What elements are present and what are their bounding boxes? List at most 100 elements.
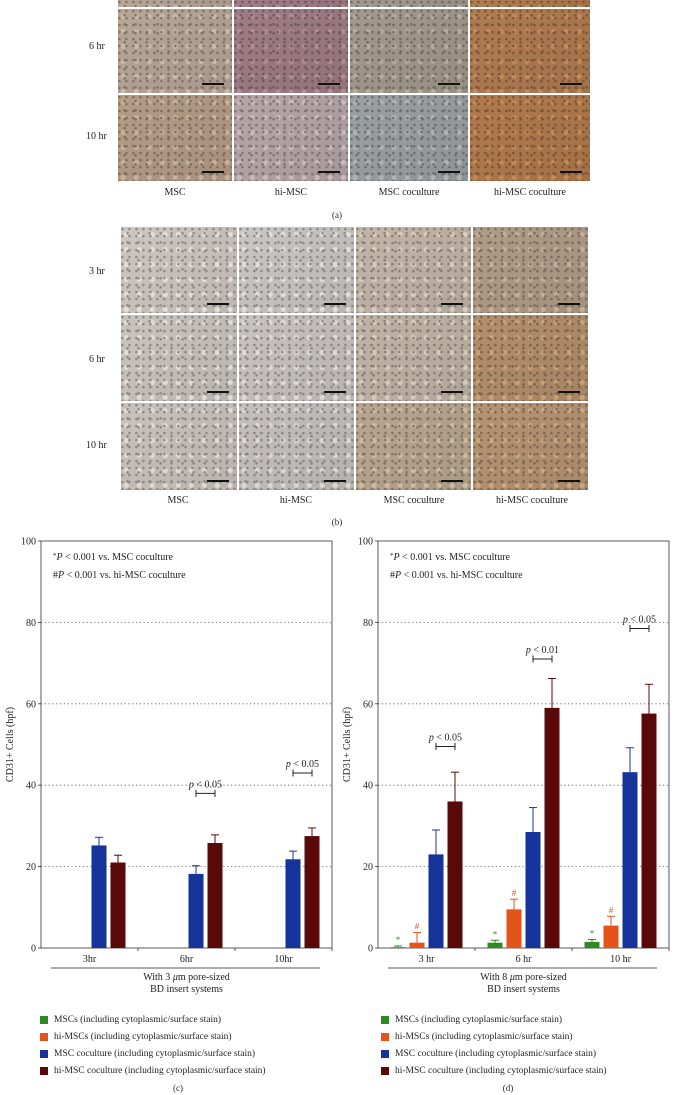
legend-item: MSC coculture (including cytoplasmic/sur… xyxy=(381,1045,607,1062)
micrograph-b-r1-c3 xyxy=(356,227,471,313)
panel-d-label: (d) xyxy=(502,1083,514,1093)
scale-bar xyxy=(318,171,340,173)
legend-label: MSC coculture (including cytoplasmic/sur… xyxy=(395,1048,597,1059)
y-tick-label: 80 xyxy=(363,618,373,629)
micrograph-b-r2-c4 xyxy=(473,315,588,401)
x-tick-label: 3hr xyxy=(83,954,97,965)
bar xyxy=(390,947,406,948)
micrograph-b-r2-c2 xyxy=(239,315,354,401)
x-tick-label: 6 hr xyxy=(516,954,533,965)
scale-bar xyxy=(324,391,346,393)
scale-bar xyxy=(324,480,346,482)
micrograph-b-r3-c4 xyxy=(473,403,588,490)
y-tick-label: 0 xyxy=(368,944,373,955)
scale-bar xyxy=(560,171,582,173)
panel-a-row-label-6hr: 6 hr xyxy=(89,41,105,52)
stat-note: #P < 0.001 vs. hi-MSC coculture xyxy=(53,570,186,581)
micrograph-b-r1-c4 xyxy=(473,227,588,313)
legend-item: MSC coculture (including cytoplasmic/sur… xyxy=(40,1045,266,1062)
p-value-label: p < 0.05 xyxy=(285,759,319,770)
micrograph-b-r2-c1 xyxy=(121,315,237,401)
x-tick-label: 3 hr xyxy=(419,954,436,965)
bar xyxy=(525,832,541,948)
bar xyxy=(544,707,560,948)
significance-marker: # xyxy=(512,888,517,898)
scale-bar xyxy=(558,391,580,393)
y-tick-label: 20 xyxy=(363,862,373,873)
x-tick-label: 10 hr xyxy=(610,954,632,965)
micrograph-b-r3-c1 xyxy=(121,403,237,490)
bar xyxy=(506,909,522,948)
panel-c-label: (c) xyxy=(173,1083,183,1093)
panel-a-label: (a) xyxy=(332,210,342,220)
scale-bar xyxy=(441,391,463,393)
x-tick-label: 6hr xyxy=(180,954,194,965)
bar-chart-d: 0 20 40 60 80 100 CD31+ Cells (hpf) * # * # * # p < 0… xyxy=(342,537,670,995)
plot-frame xyxy=(40,540,333,949)
scale-bar xyxy=(438,171,460,173)
panel-b-label: (b) xyxy=(331,517,343,527)
legend-item: MSCs (including cytoplasmic/surface stai… xyxy=(40,1011,266,1028)
micrograph-b-r3-c3 xyxy=(356,403,471,490)
panel-b-row-label-10hr: 10 hr xyxy=(86,440,107,451)
legend-swatch xyxy=(381,1032,389,1041)
bar xyxy=(603,925,619,948)
legend-swatch xyxy=(40,1066,48,1075)
x-tick-label: 10hr xyxy=(274,954,293,965)
panel-b-col-label-msc-coculture: MSC coculture xyxy=(383,495,445,506)
p-value-label: p < 0.01 xyxy=(525,645,559,656)
bar xyxy=(207,842,223,948)
legend-label: hi-MSC coculture (including cytoplasmic/… xyxy=(395,1065,607,1076)
legend-swatch xyxy=(381,1049,389,1058)
panel-b-col-label-hi-msc-coculture: hi-MSC coculture xyxy=(496,495,568,506)
bar xyxy=(428,854,444,948)
y-tick-label: 60 xyxy=(26,699,36,710)
micrograph-a-r1-c4 xyxy=(470,9,590,93)
micrograph-a-strip-top-2 xyxy=(234,0,348,7)
micrograph-a-strip-top-1 xyxy=(118,0,232,7)
micrograph-b-r1-c2 xyxy=(239,227,354,313)
micrograph-a-r2-c2 xyxy=(234,95,348,181)
legend-label: hi-MSCs (including cytoplasmic/surface s… xyxy=(395,1031,573,1042)
stat-note: #P < 0.001 vs. hi-MSC coculture xyxy=(390,570,523,581)
panel-b-col-label-hi-msc: hi-MSC xyxy=(279,495,313,506)
legend-d: MSCs (including cytoplasmic/surface stai… xyxy=(381,1011,607,1079)
legend-item: hi-MSCs (including cytoplasmic/surface s… xyxy=(381,1028,607,1045)
legend-item: MSCs (including cytoplasmic/surface stai… xyxy=(381,1011,607,1028)
x-axis-label: BD insert systems xyxy=(150,984,223,995)
bar xyxy=(622,772,638,948)
legend-label: hi-MSCs (including cytoplasmic/surface s… xyxy=(54,1031,232,1042)
scale-bar xyxy=(207,303,229,305)
bar xyxy=(304,836,320,948)
legend-item: hi-MSCs (including cytoplasmic/surface s… xyxy=(40,1028,266,1045)
panel-a-row-label-10hr: 10 hr xyxy=(86,131,107,142)
legend-label: MSCs (including cytoplasmic/surface stai… xyxy=(395,1014,563,1025)
bar xyxy=(584,941,600,948)
panel-b-col-label-msc: MSC xyxy=(167,495,189,506)
y-axis-label: CD31+ Cells (hpf) xyxy=(342,707,353,782)
micrograph-a-strip-top-3 xyxy=(350,0,468,7)
y-tick-label: 0 xyxy=(31,944,36,955)
y-tick-label: 40 xyxy=(363,781,373,792)
significance-marker: * xyxy=(396,935,401,945)
significance-marker: # xyxy=(609,905,614,915)
panel-b-row-label-3hr: 3 hr xyxy=(89,266,105,277)
significance-marker: * xyxy=(590,928,595,938)
legend-label: hi-MSC coculture (including cytoplasmic/… xyxy=(54,1065,266,1076)
scale-bar xyxy=(438,83,460,85)
legend-label: MSC coculture (including cytoplasmic/sur… xyxy=(54,1048,256,1059)
significance-marker: * xyxy=(493,929,498,939)
bar xyxy=(91,845,107,948)
micrograph-a-r1-c1 xyxy=(118,9,232,93)
micrograph-a-r2-c1 xyxy=(118,95,232,181)
legend-item: hi-MSC coculture (including cytoplasmic/… xyxy=(381,1062,607,1079)
scale-bar xyxy=(560,83,582,85)
stat-note: *P < 0.001 vs. MSC coculture xyxy=(390,552,511,563)
x-axis-label: BD insert systems xyxy=(487,984,560,995)
legend-swatch xyxy=(40,1015,48,1024)
bar xyxy=(641,713,657,948)
scale-bar xyxy=(441,480,463,482)
micrograph-a-r2-c4 xyxy=(470,95,590,181)
y-tick-label: 60 xyxy=(363,699,373,710)
bar xyxy=(487,942,503,948)
